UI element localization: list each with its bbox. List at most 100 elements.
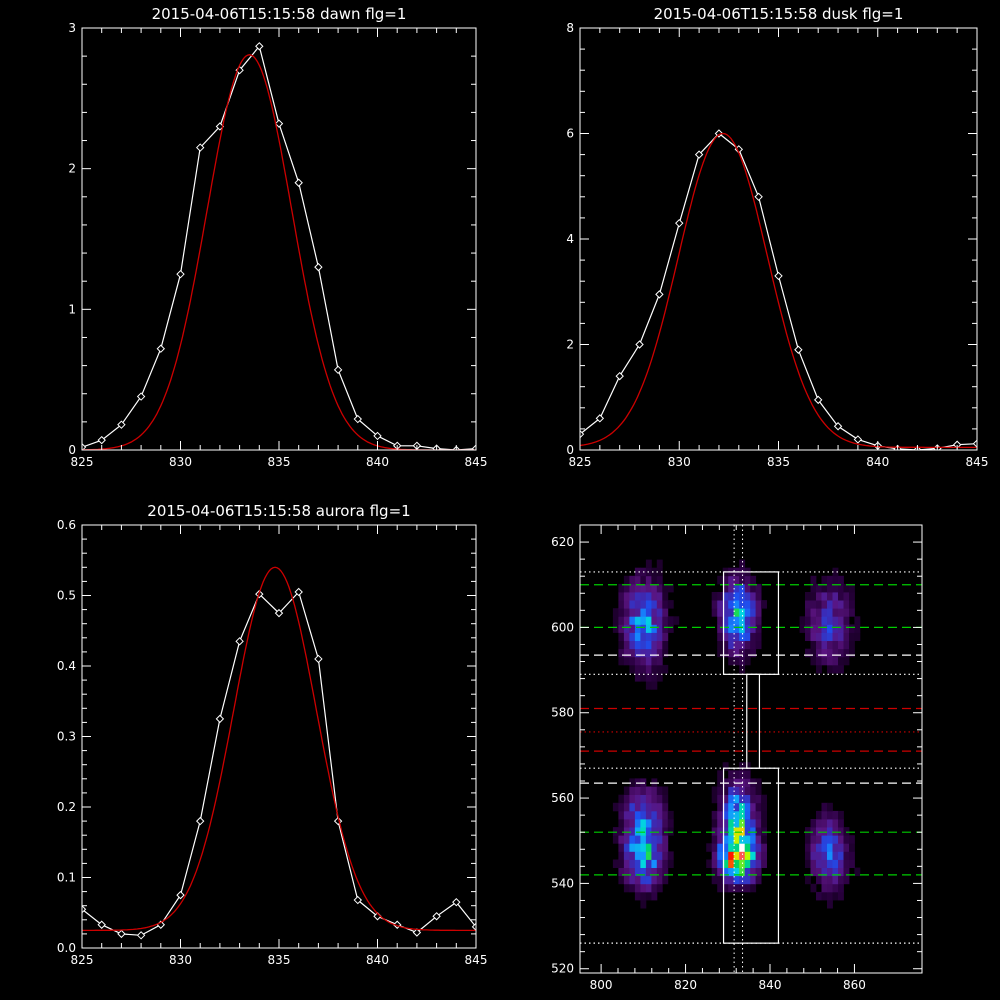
heatmap-cell	[821, 656, 828, 666]
heatmap-cell	[744, 624, 751, 633]
heatmap-cell	[810, 843, 817, 852]
x-tick-label: 830	[169, 455, 192, 469]
heatmap-cell	[656, 802, 663, 812]
heatmap-cell	[634, 648, 641, 658]
heatmap-cell	[623, 851, 630, 860]
x-tick-label: 825	[71, 455, 94, 469]
heatmap-cell	[816, 835, 822, 844]
x-tick-label: 840	[759, 978, 782, 992]
heatmap-cell	[645, 891, 652, 901]
heatmap-cell	[810, 827, 817, 836]
heatmap-cell	[838, 648, 844, 658]
chart-title: 2015-04-06T15:15:58 aurora flg=1	[147, 502, 410, 520]
heatmap-cell	[728, 600, 735, 609]
heatmap-cell	[667, 624, 674, 633]
heatmap-cell	[711, 592, 718, 601]
heatmap-cell	[739, 762, 746, 771]
heatmap-cell	[733, 600, 740, 609]
data-point	[195, 143, 205, 152]
heatmap-cell	[744, 575, 751, 585]
heatmap-cell	[816, 632, 822, 641]
heatmap-cell	[651, 664, 658, 674]
heatmap-cell	[717, 835, 724, 844]
heatmap-cell	[618, 819, 625, 828]
heatmap-cell	[656, 664, 663, 674]
heatmap-cell	[728, 843, 735, 852]
data-point	[794, 345, 803, 354]
heatmap-cell	[662, 835, 669, 844]
data-point	[82, 905, 87, 914]
heatmap-cell	[645, 592, 652, 601]
heatmap-cell	[722, 786, 729, 795]
heatmap-cell	[634, 883, 641, 893]
heatmap-cell	[717, 819, 724, 828]
heatmap-cell	[717, 843, 724, 852]
y-tick-label: 0	[566, 443, 574, 457]
heatmap-cell	[717, 810, 724, 820]
heatmap-cell	[722, 608, 729, 617]
heatmap-cell	[717, 802, 724, 812]
data-point	[655, 290, 664, 299]
heatmap-cell	[711, 859, 718, 868]
heatmap-cell	[722, 819, 729, 828]
heatmap-cell	[662, 843, 669, 852]
dusk-spectrum-panel: 825 830 835 840 845 0 2 4 6 8 2015-04-06T15:15:58 …	[566, 5, 988, 469]
heatmap-cell	[827, 827, 833, 836]
heatmap-cell	[750, 875, 757, 885]
heatmap-cell	[733, 819, 740, 828]
heatmap-cell	[662, 819, 669, 828]
heatmap-cell	[629, 867, 636, 877]
heatmap-cell	[711, 851, 718, 860]
x-tick-label: 845	[966, 455, 989, 469]
heatmap-cell	[640, 900, 647, 909]
heatmap-cell	[656, 616, 663, 625]
x-tick-label: 825	[569, 455, 592, 469]
heatmap-cell	[662, 875, 669, 885]
heatmap-cell	[739, 770, 746, 779]
heatmap-cell	[821, 875, 828, 885]
data-line	[580, 132, 977, 450]
heatmap-cell	[717, 794, 724, 804]
region-box	[746, 673, 761, 769]
heatmap-cell	[662, 600, 669, 609]
heatmap-cell	[651, 794, 658, 804]
heatmap-cell	[827, 624, 833, 633]
heatmap-cell	[618, 835, 625, 844]
heatmap-cell	[744, 656, 751, 666]
data-point	[635, 340, 644, 349]
heatmap-cell	[640, 867, 647, 877]
heatmap-cell	[634, 891, 641, 901]
heatmap-cell	[651, 819, 658, 828]
heatmap-cell	[761, 851, 767, 860]
heatmap-cell	[832, 810, 839, 820]
heatmap-cell	[739, 608, 746, 617]
heatmap-cell	[744, 592, 751, 601]
heatmap-cell	[667, 583, 674, 593]
heatmap-cell	[821, 616, 828, 625]
data-line	[82, 590, 476, 936]
heatmap-cell	[744, 843, 751, 852]
heatmap-cell	[739, 851, 746, 860]
heatmap-cell	[733, 575, 740, 585]
x-tick-label: 845	[465, 953, 488, 967]
heatmap-cell	[640, 819, 647, 828]
heatmap-cell	[640, 648, 647, 658]
heatmap-cell	[640, 851, 647, 860]
heatmap-cell	[728, 592, 735, 601]
y-tick-label: 600	[551, 620, 574, 634]
x-tick-label: 840	[366, 953, 389, 967]
heatmap-cell	[821, 891, 828, 901]
heatmap-cell	[843, 835, 850, 844]
heatmap-cell	[662, 624, 669, 633]
heatmap-cell	[640, 664, 647, 674]
heatmap-cell	[629, 843, 636, 852]
heatmap-cell	[662, 867, 669, 877]
heatmap-cell	[711, 827, 718, 836]
heatmap-cell	[750, 851, 757, 860]
heatmap-cell	[651, 786, 658, 795]
heatmap-cell	[623, 794, 630, 804]
heatmap-cell	[827, 600, 833, 609]
heatmap-cell	[645, 810, 652, 820]
heatmap-cell	[634, 827, 641, 836]
data-point	[972, 439, 977, 448]
